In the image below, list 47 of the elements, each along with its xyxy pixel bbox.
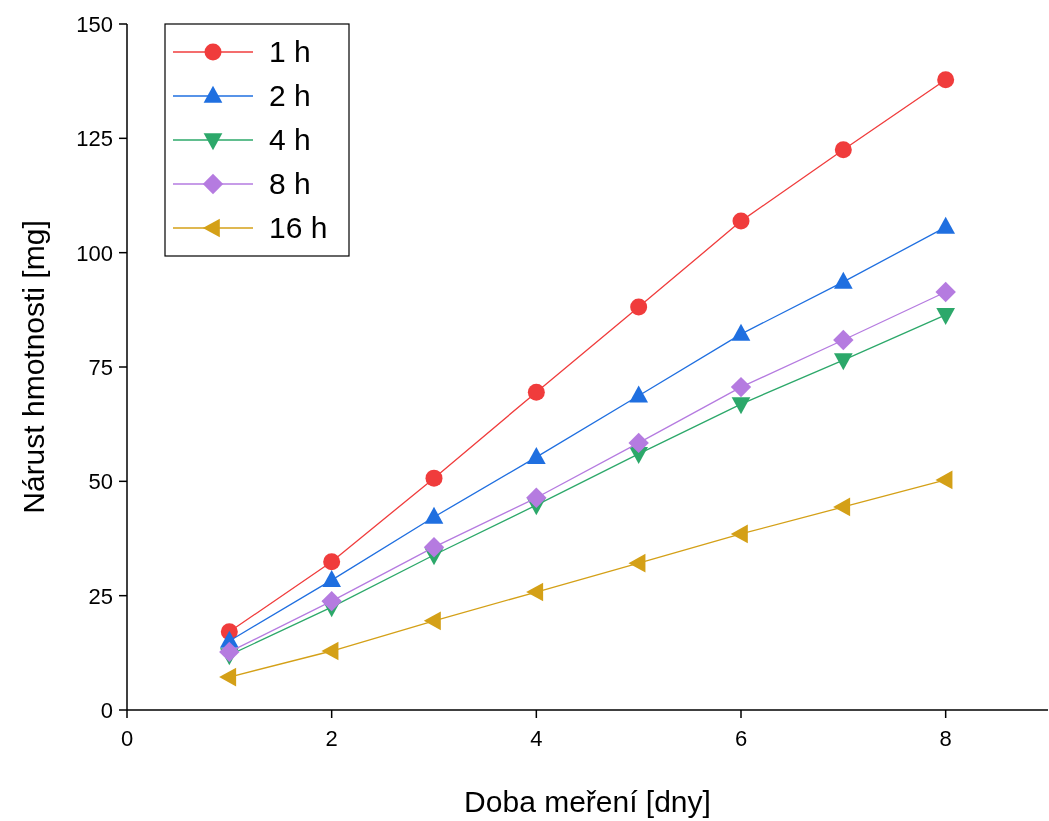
point	[527, 383, 545, 401]
x-tick-label: 4	[530, 726, 543, 751]
point	[526, 487, 547, 508]
point	[628, 553, 646, 573]
point	[731, 397, 751, 415]
x-tick-label: 0	[120, 726, 134, 751]
point	[423, 611, 441, 631]
point	[732, 212, 750, 230]
point	[425, 469, 443, 487]
legend-label: 16 h	[269, 211, 328, 244]
point	[833, 497, 851, 517]
point	[833, 329, 854, 351]
y-tick-label: 25	[88, 583, 113, 609]
x-tick-label: 6	[734, 726, 748, 751]
point	[219, 667, 237, 687]
legend-label: 2 h	[269, 79, 311, 112]
point	[834, 141, 852, 159]
y-tick-label: 100	[76, 240, 113, 266]
y-tick-label: 75	[88, 355, 113, 380]
y-axis-title: Nárust hmotnosti [mg]	[17, 220, 50, 514]
x-tick-label: 8	[939, 726, 952, 751]
y-tick-label: 125	[76, 126, 113, 152]
point	[833, 271, 853, 289]
point	[219, 641, 240, 663]
point	[730, 376, 752, 398]
point	[833, 353, 853, 371]
y-tick-label: 50	[88, 469, 113, 495]
legend-label: 1 h	[269, 35, 311, 68]
point	[423, 536, 445, 558]
point	[935, 281, 956, 303]
legend-label: 8 h	[269, 167, 311, 200]
point	[321, 641, 339, 661]
x-tick-label: 2	[325, 726, 338, 751]
y-tick-label: 0	[100, 698, 113, 723]
y-tick-label: 150	[76, 12, 113, 37]
point	[730, 524, 748, 544]
point	[629, 385, 649, 403]
point	[936, 216, 956, 234]
point	[937, 71, 955, 89]
legend-label: 4 h	[269, 123, 311, 156]
point	[526, 582, 544, 602]
point	[935, 470, 953, 490]
point	[321, 590, 342, 612]
point	[323, 553, 341, 571]
point	[630, 298, 648, 316]
x-axis-title: Doba meření [dny]	[464, 785, 711, 818]
point	[628, 432, 649, 454]
